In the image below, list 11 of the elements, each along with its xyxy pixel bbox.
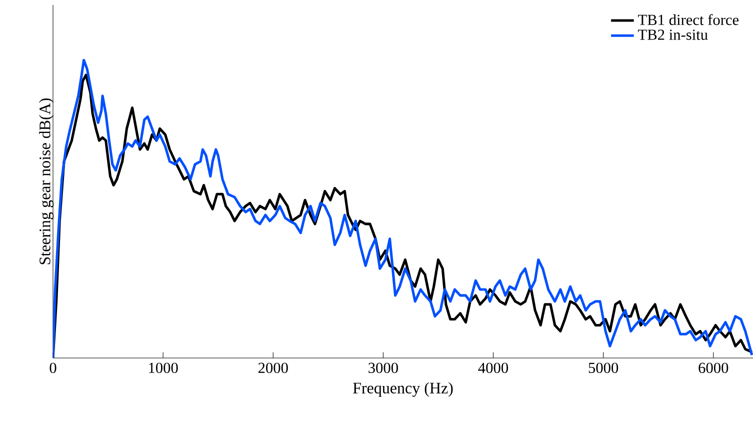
x-tick-label: 3000 [368,362,398,374]
x-tick-label: 0 [50,362,56,374]
x-axis-title: Frequency (Hz) [353,382,453,397]
legend-label: TB1 direct force [638,14,739,26]
x-tick-label: 2000 [258,362,288,374]
y-axis-title: Steering gear noise dB(A) [39,98,54,264]
legend-label: TB2 in-situ [638,30,708,40]
x-tick-label: 4000 [478,362,508,374]
x-tick-label: 1000 [149,362,178,374]
x-tick-label: 6000 [698,362,728,374]
x-tick-label: 5000 [588,362,618,374]
